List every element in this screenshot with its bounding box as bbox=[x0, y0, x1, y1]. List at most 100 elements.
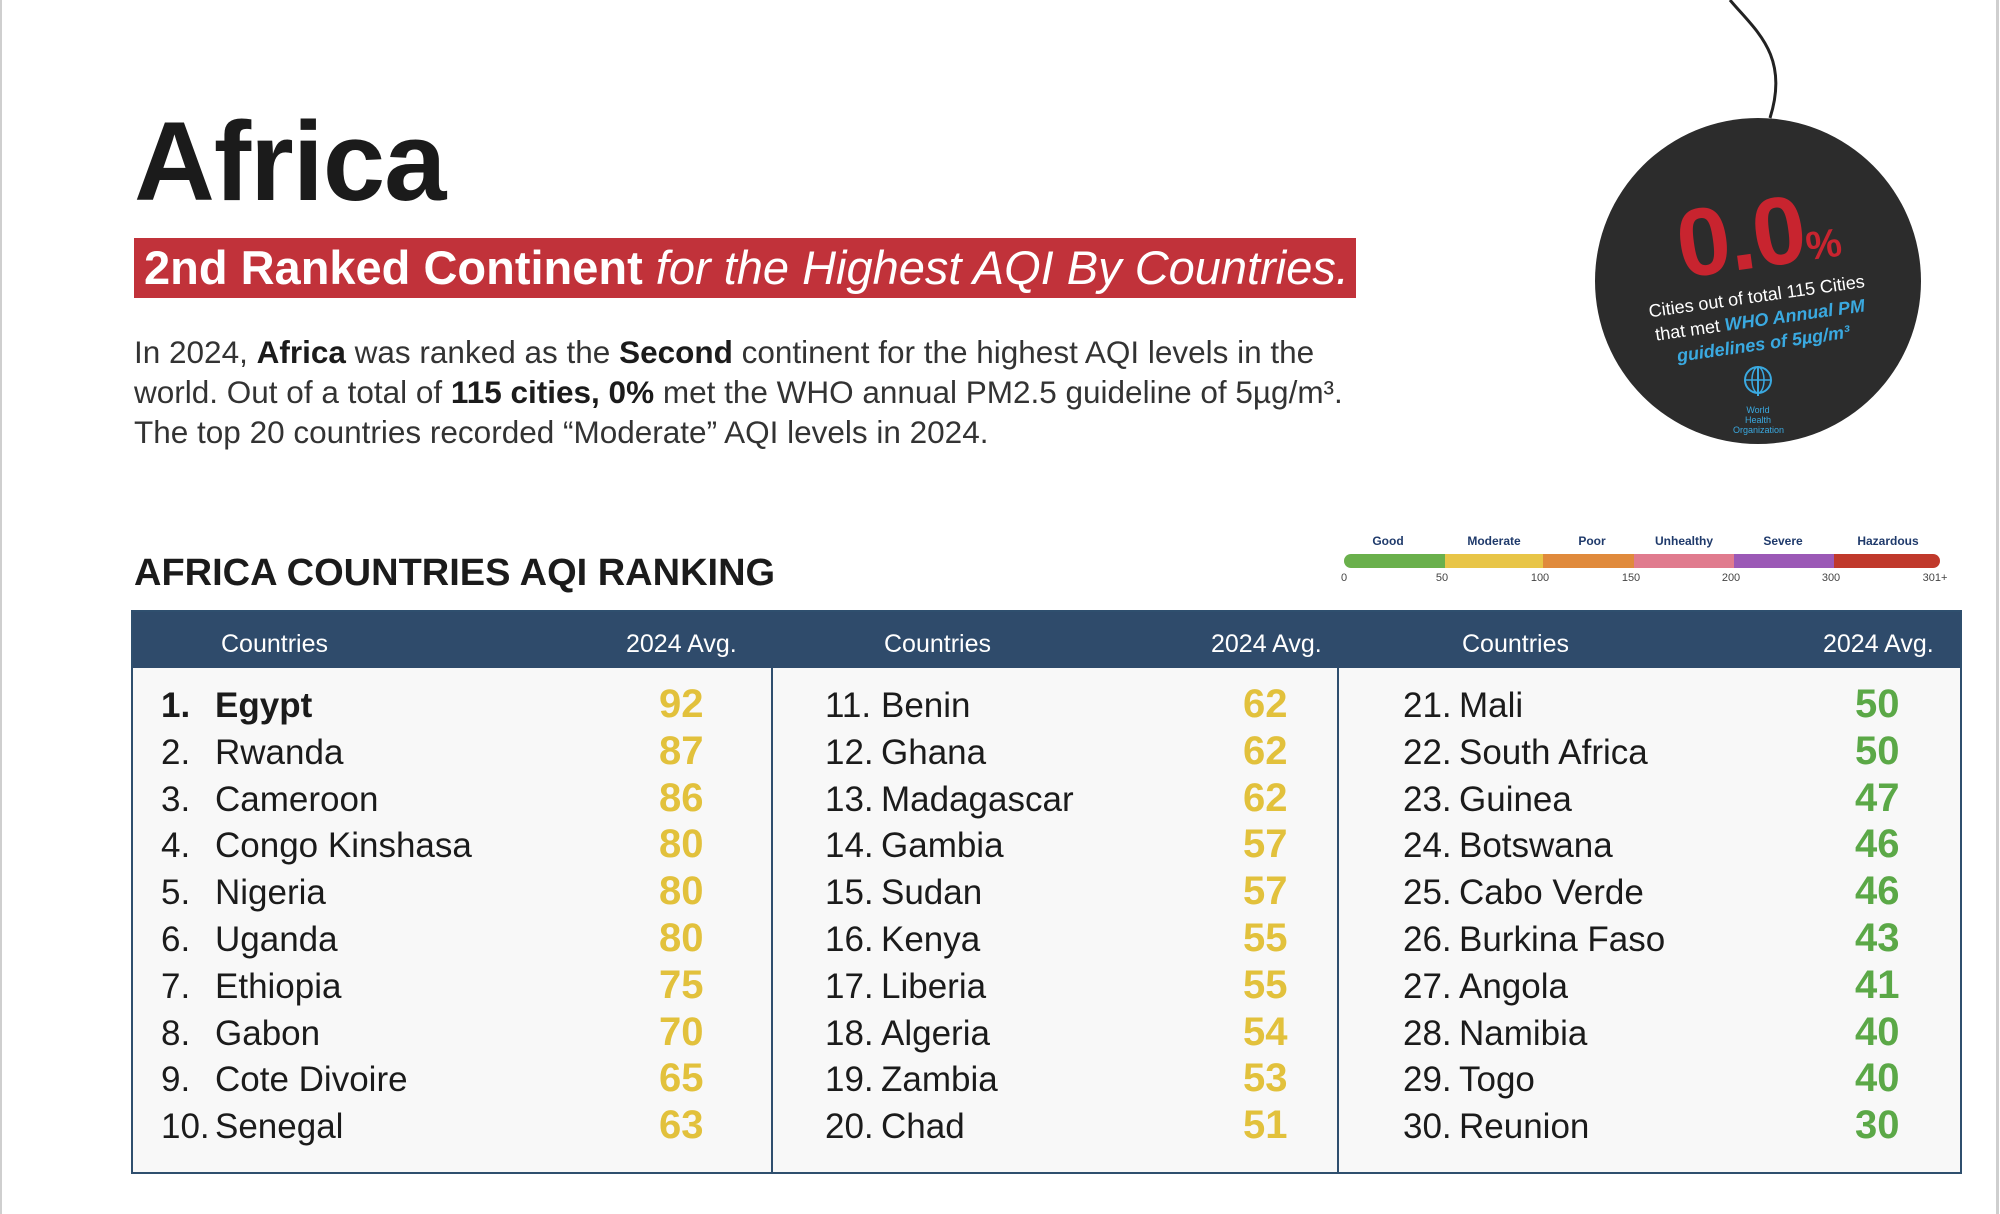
table-row: 6. Uganda 80 bbox=[161, 916, 719, 966]
country-name: Reunion bbox=[1459, 1107, 1590, 1147]
intro-bold-1: Africa bbox=[256, 334, 346, 370]
rank-number: 17. bbox=[825, 966, 874, 1006]
table-row: 19. Zambia 53 bbox=[825, 1056, 1303, 1106]
country-name: Madagascar bbox=[881, 779, 1074, 819]
aqi-value: 62 bbox=[1243, 682, 1288, 726]
aqi-value: 40 bbox=[1855, 1056, 1900, 1101]
aqi-value: 43 bbox=[1855, 916, 1900, 960]
rank-number: 14. bbox=[825, 826, 874, 866]
table-row: 23. Guinea 47 bbox=[1403, 776, 1915, 826]
aqi-tick: 50 bbox=[1435, 572, 1449, 584]
country-name: Senegal bbox=[215, 1107, 344, 1147]
aqi-label-severe: Severe bbox=[1763, 534, 1803, 548]
intro-text-2: was ranked as the bbox=[345, 334, 620, 370]
aqi-segment-unhealthy bbox=[1634, 554, 1734, 568]
country-name: Algeria bbox=[881, 1013, 990, 1053]
table-row: 17. Liberia 55 bbox=[825, 963, 1303, 1013]
country-name: Chad bbox=[881, 1107, 965, 1147]
aqi-label-poor: Poor bbox=[1578, 534, 1606, 548]
country-name: Nigeria bbox=[215, 873, 326, 913]
aqi-segment-poor bbox=[1543, 554, 1634, 568]
rank-number: 4. bbox=[161, 826, 191, 866]
table-row: 13. Madagascar 62 bbox=[825, 776, 1303, 826]
table-row: 3. Cameroon 86 bbox=[161, 776, 719, 826]
country-name: Congo Kinshasa bbox=[215, 826, 472, 866]
table-row: 26. Burkina Faso 43 bbox=[1403, 916, 1915, 966]
rank-number: 30. bbox=[1403, 1107, 1452, 1147]
aqi-scale-legend: Good Moderate Poor Unhealthy Severe Hazardous… bbox=[1341, 530, 1947, 590]
intro-text-3: continent for the highest AQI levels in … bbox=[134, 334, 1315, 410]
table-row: 1. Egypt 92 bbox=[161, 682, 719, 732]
table-row: 18. Algeria 54 bbox=[825, 1010, 1303, 1060]
aqi-value: 40 bbox=[1855, 1009, 1900, 1054]
aqi-label-hazardous: Hazardous bbox=[1857, 534, 1919, 548]
aqi-value: 80 bbox=[659, 822, 704, 867]
rank-number: 12. bbox=[825, 732, 874, 772]
column-divider-1 bbox=[771, 668, 773, 1172]
table-row: 10. Senegal 63 bbox=[161, 1103, 719, 1153]
country-name: Rwanda bbox=[215, 732, 344, 772]
table-row: 27. Angola 41 bbox=[1403, 963, 1915, 1013]
header-avg-2: 2024 Avg. bbox=[1211, 630, 1322, 658]
intro-paragraph: In 2024, Africa was ranked as the Second… bbox=[134, 332, 1374, 452]
aqi-scale-labels: Good Moderate Poor Unhealthy Severe Hazardous bbox=[1342, 534, 1942, 550]
rank-number: 5. bbox=[161, 873, 191, 913]
who-logo-text: World Health Organization bbox=[1733, 405, 1785, 435]
aqi-value: 80 bbox=[659, 869, 704, 914]
country-name: Sudan bbox=[881, 873, 983, 913]
aqi-value: 57 bbox=[1243, 822, 1288, 867]
aqi-value: 46 bbox=[1855, 822, 1900, 867]
country-name: Cote Divoire bbox=[215, 1060, 408, 1100]
aqi-value: 50 bbox=[1855, 682, 1900, 726]
country-name: Gambia bbox=[881, 826, 1004, 866]
aqi-value: 47 bbox=[1855, 775, 1900, 820]
rank-number: 11. bbox=[825, 686, 872, 725]
rank-number: 19. bbox=[825, 1060, 874, 1100]
aqi-scale-ticks: 0 50 100 150 200 300 301+ bbox=[1341, 572, 1947, 586]
table-header: Countries 2024 Avg. Countries 2024 Avg. … bbox=[133, 612, 1960, 668]
country-name: Cameroon bbox=[215, 779, 379, 819]
rank-number: 22. bbox=[1403, 732, 1452, 772]
country-name: Kenya bbox=[881, 920, 981, 959]
banner-italic-text: for the Highest AQI By Countries. bbox=[642, 241, 1349, 294]
subtitle-banner: 2nd Ranked Continent for the Highest AQI… bbox=[134, 238, 1356, 298]
aqi-value: 53 bbox=[1243, 1056, 1288, 1101]
left-edge-line bbox=[0, 0, 2, 1214]
aqi-value: 75 bbox=[659, 962, 704, 1007]
aqi-value: 86 bbox=[659, 775, 704, 820]
hanging-string bbox=[1728, 0, 1778, 119]
section-title: AFRICA COUNTRIES AQI RANKING bbox=[134, 552, 776, 594]
rank-number: 15. bbox=[825, 873, 874, 913]
country-name: Zambia bbox=[881, 1060, 998, 1100]
table-row: 9. Cote Divoire 65 bbox=[161, 1056, 719, 1106]
who-logo: World Health Organization bbox=[1733, 364, 1785, 435]
table-row: 20. Chad 51 bbox=[825, 1103, 1303, 1153]
country-name: Ethiopia bbox=[215, 966, 342, 1006]
aqi-scale-bar bbox=[1344, 554, 1940, 568]
rank-number: 21. bbox=[1403, 686, 1452, 725]
rank-number: 6. bbox=[161, 920, 191, 959]
page-title: Africa bbox=[134, 99, 446, 224]
aqi-value: 46 bbox=[1855, 869, 1900, 914]
aqi-value: 92 bbox=[659, 682, 704, 726]
table-row: 12. Ghana 62 bbox=[825, 729, 1303, 779]
aqi-segment-moderate bbox=[1445, 554, 1543, 568]
aqi-tick: 150 bbox=[1621, 572, 1641, 584]
rank-number: 10. bbox=[161, 1107, 210, 1147]
country-name: Egypt bbox=[215, 686, 313, 725]
table-row: 4. Congo Kinshasa 80 bbox=[161, 822, 719, 872]
aqi-value: 62 bbox=[1243, 728, 1288, 773]
rank-number: 27. bbox=[1403, 966, 1452, 1006]
country-name: Guinea bbox=[1459, 779, 1572, 819]
rank-number: 26. bbox=[1403, 920, 1452, 959]
table-row: 30. Reunion 30 bbox=[1403, 1103, 1915, 1153]
rank-number: 13. bbox=[825, 779, 874, 819]
rank-number: 8. bbox=[161, 1013, 191, 1053]
country-name: Liberia bbox=[881, 966, 987, 1006]
table-row: 24. Botswana 46 bbox=[1403, 822, 1915, 872]
rank-number: 7. bbox=[161, 966, 191, 1006]
rank-number: 25. bbox=[1403, 873, 1452, 913]
table-row: 28. Namibia 40 bbox=[1403, 1010, 1915, 1060]
rank-number: 18. bbox=[825, 1013, 874, 1053]
country-name: Ghana bbox=[881, 732, 987, 772]
